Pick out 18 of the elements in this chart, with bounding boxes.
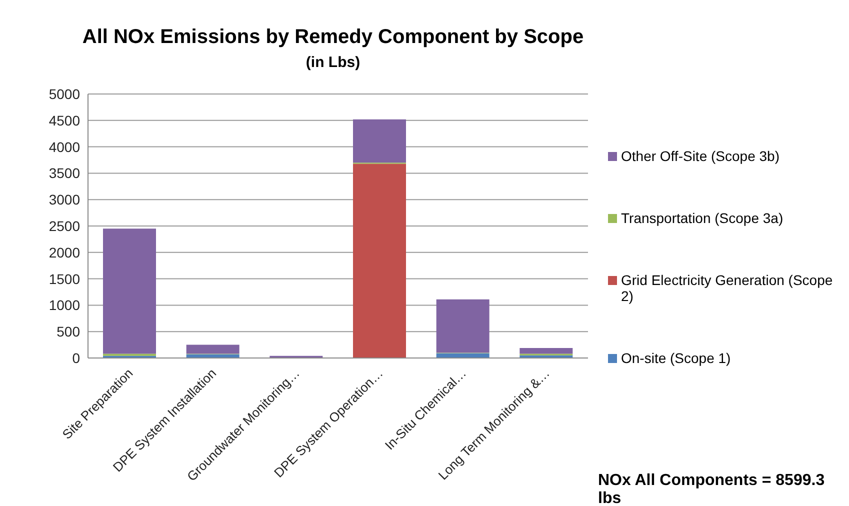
legend-label: Other Off-Site (Scope 3b) <box>621 148 780 164</box>
y-tick-label: 2000 <box>48 244 80 260</box>
chart-title: All NOx Emissions by Remedy Component by Scope <box>81 26 585 49</box>
text: NOx All Components = 8599.3 lbs <box>598 472 826 506</box>
legend-label: Grid Electricity Generation (Scope 2) <box>621 272 834 304</box>
y-tick-label: 500 <box>56 324 80 340</box>
legend-label: On-site (Scope 1) <box>621 350 731 366</box>
y-tick-label: 1500 <box>48 270 80 287</box>
y-tick-label: 5000 <box>48 86 80 102</box>
chart-subtitle: (in Lbs) <box>304 54 362 71</box>
legend-label: Transportation (Scope 3a) <box>621 210 784 226</box>
y-tick-label: 4500 <box>48 112 80 128</box>
y-tick-label: 4000 <box>48 138 80 155</box>
y-tick-label: 1000 <box>48 297 80 314</box>
y-tick-label: 2500 <box>48 218 80 234</box>
y-tick-label: 0 <box>72 350 80 366</box>
y-tick-label: 3000 <box>48 192 80 208</box>
y-tick-label: 3500 <box>48 165 80 182</box>
